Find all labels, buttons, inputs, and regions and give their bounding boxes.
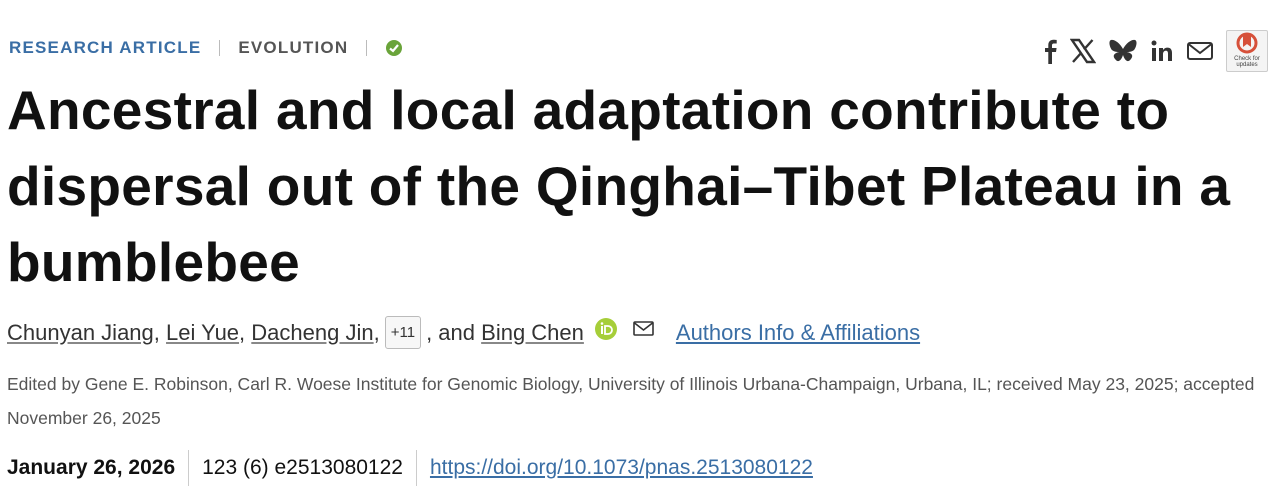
authors-info-link[interactable]: Authors Info & Affiliations <box>675 319 921 345</box>
article-section[interactable]: EVOLUTION <box>238 38 349 57</box>
doi-link[interactable]: https://doi.org/10.1073/pnas.2513080122 <box>429 456 813 479</box>
separator: , <box>373 319 380 345</box>
email-author-icon[interactable] <box>632 319 656 339</box>
author-name[interactable]: Chunyan Jiang <box>7 319 154 345</box>
x-icon[interactable] <box>1070 38 1096 64</box>
issue-info: 123 (6) e2513080122 <box>202 456 403 479</box>
divider <box>415 450 417 486</box>
badge-text: Check for updates <box>1234 56 1260 68</box>
linkedin-icon[interactable] <box>1150 39 1174 63</box>
publication-date: January 26, 2026 <box>7 456 176 479</box>
more-authors-button[interactable]: +11 <box>384 316 422 349</box>
editorial-note: Edited by Gene E. Robinson, Carl R. Woes… <box>7 374 1255 428</box>
share-bar: Check for updates <box>1042 30 1268 72</box>
article-title: Ancestral and local adaptation contribut… <box>7 79 1231 293</box>
author-name[interactable]: Dacheng Jin <box>251 319 374 345</box>
badge-icon <box>1236 32 1258 54</box>
orcid-icon[interactable] <box>594 317 618 341</box>
email-icon[interactable] <box>1186 40 1214 62</box>
author-name[interactable]: Lei Yue <box>166 319 240 345</box>
divider <box>188 450 190 486</box>
divider <box>366 40 368 56</box>
author-name[interactable]: Bing Chen <box>481 319 584 345</box>
author-list: Chunyan Jiang, Lei Yue, Dacheng Jin, +11… <box>7 316 920 349</box>
facebook-icon[interactable] <box>1042 38 1058 64</box>
conjunction: , and <box>426 319 476 345</box>
separator: , <box>239 319 246 345</box>
article-type[interactable]: RESEARCH ARTICLE <box>9 38 202 57</box>
check-updates-badge[interactable]: Check for updates <box>1226 30 1268 72</box>
publication-meta: January 26, 2026 123 (6) e2513080122 htt… <box>7 450 813 486</box>
separator: , <box>153 319 160 345</box>
open-access-icon <box>386 40 403 56</box>
divider <box>219 40 221 56</box>
bluesky-icon[interactable] <box>1108 38 1138 64</box>
article-tags: RESEARCH ARTICLE EVOLUTION <box>9 38 403 58</box>
